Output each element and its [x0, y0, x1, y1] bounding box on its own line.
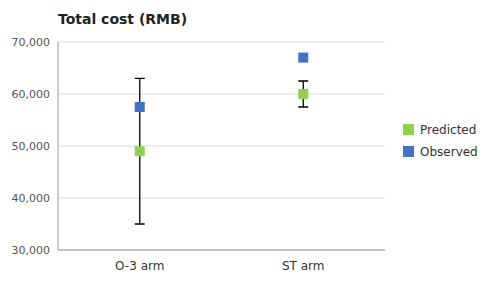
y-axis: 30,000 40,000 50,000 60,000 70,000 [12, 36, 386, 257]
legend: Predicted Observed [403, 123, 478, 159]
point [298, 53, 308, 63]
y-tick-label: 40,000 [12, 192, 51, 205]
point [135, 102, 145, 112]
grid-line [58, 250, 385, 251]
y-tick-label: 70,000 [12, 36, 51, 49]
x-tick-label: ST arm [282, 259, 325, 273]
grid-line [58, 198, 385, 199]
points [135, 53, 309, 157]
legend-swatch [403, 124, 414, 135]
x-axis: O-3 arm ST arm [115, 259, 324, 273]
point [298, 89, 308, 99]
title: Total cost (RMB) [58, 11, 187, 27]
grid-line [58, 42, 385, 43]
grid-line [58, 94, 385, 95]
y-tick-label: 30,000 [12, 244, 51, 257]
x-tick-label: O-3 arm [115, 259, 164, 273]
point [135, 146, 145, 156]
grid-line [58, 146, 385, 147]
legend-label: Predicted [420, 123, 476, 137]
y-tick-label: 60,000 [12, 88, 51, 101]
y-tick-label: 50,000 [12, 140, 51, 153]
plot-area [135, 53, 309, 224]
legend-swatch [403, 146, 414, 157]
error-bar [135, 78, 145, 224]
x-axis-line [58, 250, 385, 251]
legend-label: Observed [420, 145, 478, 159]
error-bars [135, 78, 309, 224]
y-axis-line [58, 42, 59, 250]
error-bar [298, 81, 308, 107]
chart: Total cost (RMB) 30,000 40,000 50,000 60,000… [0, 0, 500, 286]
